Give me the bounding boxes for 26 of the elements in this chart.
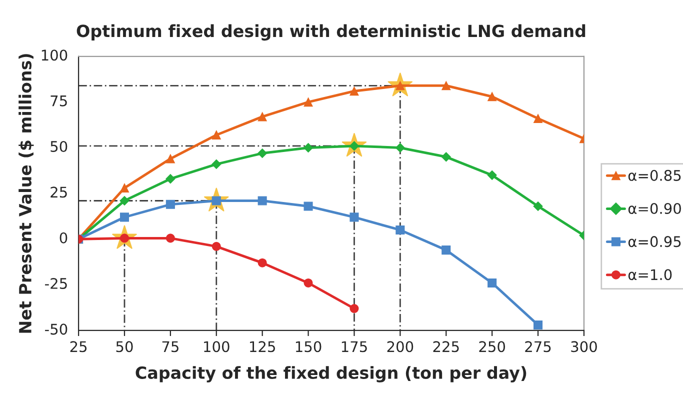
x-tick-label: 25 — [70, 341, 87, 352]
x-tick-label: 75 — [162, 341, 178, 352]
x-tick-label: 50 — [116, 341, 133, 352]
chart-title: Optimum fixed design with deterministic LNG demand — [76, 24, 586, 41]
x-tick-label: 125 — [250, 341, 275, 352]
legend-label: α=0.85 — [628, 170, 681, 181]
y-tick-label: -25 — [45, 278, 67, 290]
x-tick-label: 175 — [342, 341, 367, 352]
legend-label: α=0.90 — [628, 202, 681, 214]
x-tick-label: 200 — [387, 341, 414, 352]
x-tick-label: 300 — [571, 341, 597, 352]
legend-label: α=0.95 — [628, 236, 681, 248]
y-tick-label: 0 — [60, 232, 68, 244]
x-axis-title: Capacity of the fixed design (ton per day) — [136, 366, 526, 382]
x-tick-label: 250 — [479, 341, 506, 352]
x-tick-label: 100 — [204, 341, 230, 352]
y-tick-label: -50 — [45, 324, 68, 335]
x-tick-label: 150 — [296, 341, 322, 352]
x-tick-label: 225 — [433, 341, 459, 352]
y-axis-title: Net Present Value ($ millions) — [18, 54, 34, 333]
legend-label: α=1.0 — [628, 269, 672, 280]
y-tick-label: 25 — [50, 186, 67, 198]
y-tick-label: 50 — [50, 140, 68, 152]
x-tick-label: 275 — [525, 341, 551, 352]
y-tick-label: 100 — [42, 50, 68, 61]
y-tick-label: 75 — [50, 95, 67, 106]
